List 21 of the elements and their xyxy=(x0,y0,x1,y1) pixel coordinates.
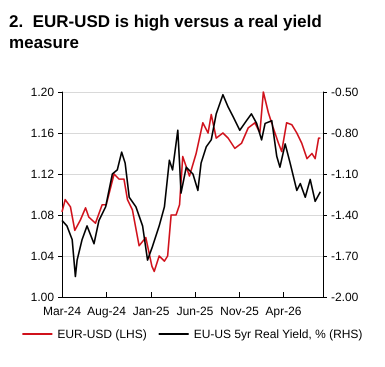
y2-tick-label: -1.10 xyxy=(331,167,359,181)
x-tick-label: Jan-25 xyxy=(132,304,170,318)
y-tick-label: 1.08 xyxy=(30,208,54,222)
chart-title: 2. EUR-USD is high versus a real yield measure xyxy=(9,12,326,52)
x-tick-label: Mar-24 xyxy=(42,304,82,318)
y2-tick-label: -0.50 xyxy=(331,85,359,99)
y2-tick-label: -1.70 xyxy=(331,249,359,263)
y-tick-label: 1.16 xyxy=(30,126,54,140)
legend-label: EU-US 5yr Real Yield, % (RHS) xyxy=(194,327,362,341)
x-tick-label: Nov-25 xyxy=(220,304,260,318)
y2-tick-label: -2.00 xyxy=(331,290,359,304)
y-tick-label: 1.12 xyxy=(30,167,54,181)
y-tick-label: 1.00 xyxy=(30,290,54,304)
legend-label: EUR-USD (LHS) xyxy=(57,327,147,341)
y-tick-label: 1.20 xyxy=(30,85,54,99)
x-tick-label: Apr-26 xyxy=(265,304,302,318)
x-tick-label: Jun-25 xyxy=(176,304,214,318)
y-tick-label: 1.04 xyxy=(30,249,54,263)
x-tick-label: Aug-24 xyxy=(87,304,126,318)
y2-tick-label: -1.40 xyxy=(331,208,359,222)
y2-tick-label: -0.80 xyxy=(331,126,359,140)
